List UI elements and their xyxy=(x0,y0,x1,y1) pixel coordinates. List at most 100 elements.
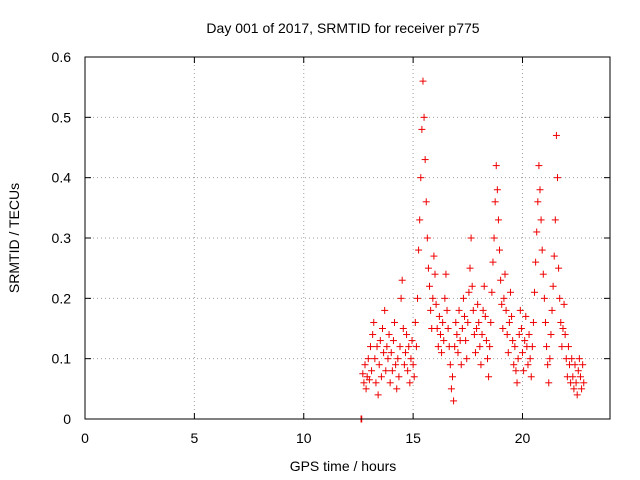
data-point xyxy=(481,312,489,320)
y-tick-label: 0 xyxy=(63,411,71,427)
data-point xyxy=(414,294,421,302)
data-point xyxy=(370,318,378,326)
data-point xyxy=(380,349,388,357)
data-point xyxy=(466,264,474,272)
data-point xyxy=(506,288,514,296)
data-point xyxy=(545,379,553,387)
data-point xyxy=(436,331,444,339)
data-point xyxy=(432,300,440,308)
data-point xyxy=(576,373,584,381)
y-tick-label: 0.6 xyxy=(52,49,72,65)
data-point xyxy=(405,343,413,351)
data-point xyxy=(379,325,386,332)
data-point xyxy=(365,376,373,384)
data-point xyxy=(561,331,569,339)
data-point xyxy=(579,361,587,369)
data-point xyxy=(359,370,367,378)
data-point xyxy=(410,373,418,381)
data-point xyxy=(496,246,504,254)
data-point xyxy=(441,294,449,302)
data-point xyxy=(434,343,442,351)
data-point xyxy=(555,264,563,272)
data-point xyxy=(509,337,517,345)
data-point xyxy=(467,234,475,242)
data-point xyxy=(501,270,509,278)
data-point xyxy=(471,349,479,357)
data-point xyxy=(484,355,491,363)
data-point xyxy=(415,246,423,254)
data-point xyxy=(447,385,455,393)
data-point xyxy=(430,252,438,260)
y-axis-label: SRMTID / TECUs xyxy=(6,183,22,293)
data-point xyxy=(549,282,557,290)
data-point xyxy=(360,379,368,387)
data-point xyxy=(521,337,529,345)
data-point xyxy=(560,300,568,308)
data-point xyxy=(435,312,443,320)
data-point xyxy=(531,288,539,296)
data-point xyxy=(487,318,495,326)
data-point xyxy=(450,397,458,405)
data-point xyxy=(440,337,448,345)
data-point xyxy=(387,349,395,357)
data-point xyxy=(558,343,566,351)
data-point xyxy=(368,367,376,375)
data-point xyxy=(522,312,530,320)
data-point xyxy=(527,373,535,381)
data-point xyxy=(499,325,507,332)
data-point xyxy=(556,294,564,302)
x-tick-label: 5 xyxy=(190,430,198,446)
data-point xyxy=(497,276,505,284)
data-point xyxy=(377,373,385,381)
data-point xyxy=(463,355,471,363)
data-points xyxy=(357,77,588,423)
data-point xyxy=(366,343,374,351)
data-point xyxy=(482,337,490,345)
data-point xyxy=(525,331,533,339)
data-point xyxy=(489,258,497,266)
data-point xyxy=(536,186,544,194)
data-point xyxy=(454,349,462,357)
x-tick-label: 15 xyxy=(405,430,421,446)
data-point xyxy=(453,331,461,339)
data-point xyxy=(479,306,487,314)
x-tick-label: 10 xyxy=(296,430,312,446)
data-point xyxy=(372,379,380,387)
data-point xyxy=(386,379,394,387)
data-point xyxy=(407,355,415,363)
data-point xyxy=(564,343,572,351)
data-point xyxy=(419,77,427,85)
data-point xyxy=(465,288,473,296)
data-point xyxy=(551,216,559,224)
data-point xyxy=(385,331,393,339)
data-point xyxy=(442,270,450,278)
data-point xyxy=(374,391,382,399)
data-point xyxy=(505,318,513,326)
data-point xyxy=(392,361,400,369)
data-point xyxy=(446,361,454,369)
x-tick-label: 0 xyxy=(81,430,89,446)
data-point xyxy=(512,367,520,375)
data-point xyxy=(403,331,411,339)
data-point xyxy=(473,325,481,332)
data-point xyxy=(371,355,379,363)
data-point xyxy=(490,234,498,242)
data-point xyxy=(475,318,483,326)
data-point xyxy=(361,361,369,369)
data-point xyxy=(477,361,485,369)
data-point xyxy=(520,367,528,375)
data-point xyxy=(571,361,579,369)
data-point xyxy=(468,282,476,290)
data-point xyxy=(427,306,435,314)
data-point xyxy=(451,343,459,351)
data-point xyxy=(569,373,577,381)
data-point xyxy=(422,198,430,206)
data-point xyxy=(546,355,554,363)
data-point xyxy=(439,318,447,326)
data-point xyxy=(362,385,370,393)
data-point xyxy=(461,312,469,320)
data-point xyxy=(476,343,484,351)
data-point xyxy=(474,300,482,308)
data-point xyxy=(384,355,392,363)
data-point xyxy=(382,367,390,375)
